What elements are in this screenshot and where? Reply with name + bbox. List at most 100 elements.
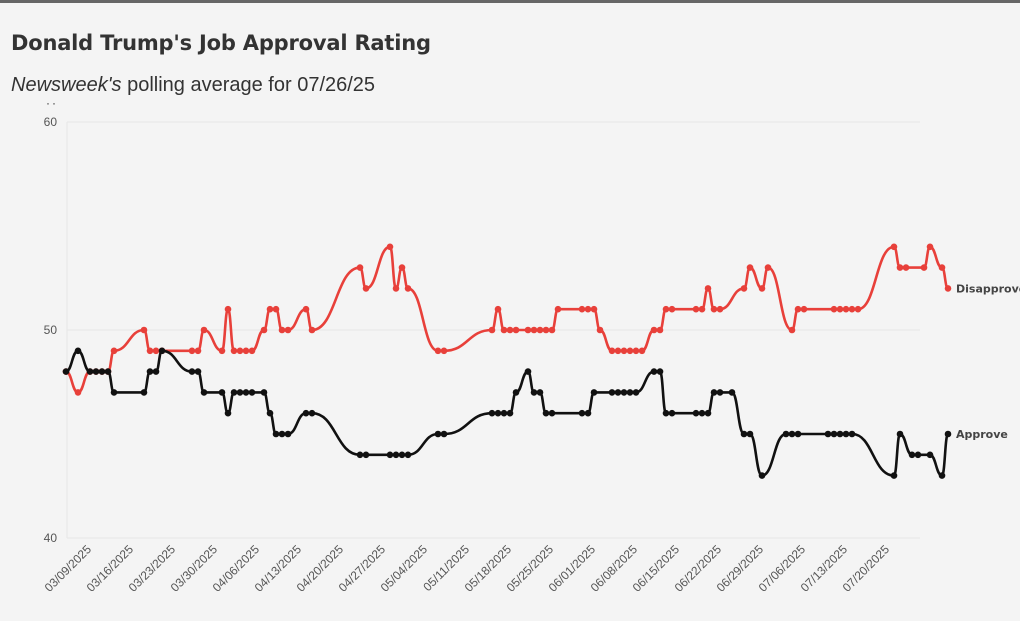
disapprove-point bbox=[278, 326, 286, 334]
subtitle-rest: polling average for 07/26/25 bbox=[121, 74, 376, 96]
approve-point bbox=[188, 368, 196, 375]
approve-point bbox=[608, 389, 616, 396]
approve-point bbox=[506, 409, 514, 417]
approve-point bbox=[914, 451, 922, 459]
disapprove-point bbox=[230, 347, 238, 355]
disapprove-point bbox=[140, 326, 148, 334]
disapprove-point bbox=[188, 347, 196, 355]
approve-point bbox=[656, 368, 664, 375]
approve-point bbox=[848, 430, 856, 438]
approve-point bbox=[434, 430, 442, 438]
approve-point bbox=[386, 451, 394, 459]
approve-point bbox=[794, 430, 802, 438]
approve-point bbox=[104, 368, 112, 375]
disapprove-point bbox=[938, 264, 946, 271]
approve-point bbox=[842, 430, 850, 438]
series-group: Disapprove Approve bbox=[62, 243, 1020, 479]
approve-point bbox=[278, 430, 286, 438]
disapprove-point bbox=[74, 389, 82, 396]
disapprove-point bbox=[488, 326, 496, 334]
disapprove-point bbox=[584, 305, 592, 313]
approve-point bbox=[584, 409, 592, 417]
approve-point bbox=[590, 389, 598, 396]
disapprove-point bbox=[530, 326, 538, 334]
disapprove-point bbox=[920, 264, 928, 271]
disapprove-point bbox=[656, 326, 664, 334]
approve-point bbox=[542, 409, 550, 417]
approve-point bbox=[194, 368, 202, 375]
disapprove-point bbox=[836, 305, 844, 313]
approve-point bbox=[266, 409, 274, 417]
approve-point bbox=[938, 472, 946, 479]
approve-point bbox=[236, 389, 244, 396]
disapprove-point bbox=[650, 326, 658, 334]
disapprove-point bbox=[746, 264, 754, 271]
approve-point bbox=[692, 409, 700, 417]
y-tick-label-50: 50 bbox=[44, 323, 58, 337]
disapprove-point bbox=[506, 326, 514, 334]
disapprove-point bbox=[800, 305, 808, 313]
approve-point bbox=[146, 368, 154, 375]
approve-point bbox=[302, 409, 310, 417]
approve-point bbox=[284, 430, 292, 438]
ellipsis-icon: ·· bbox=[46, 96, 58, 110]
approve-point bbox=[404, 451, 412, 459]
approve-series-label: Approve bbox=[956, 428, 1008, 441]
approve-point bbox=[740, 430, 748, 438]
disapprove-point bbox=[596, 326, 604, 334]
approve-point bbox=[548, 409, 556, 417]
approve-point bbox=[704, 409, 712, 417]
disapprove-point bbox=[764, 264, 772, 271]
disapprove-point bbox=[740, 285, 748, 292]
approve-point bbox=[218, 389, 226, 396]
disapprove-point bbox=[308, 326, 316, 334]
approve-point bbox=[530, 389, 538, 396]
approve-point bbox=[398, 451, 406, 459]
disapprove-point bbox=[494, 305, 502, 313]
approve-point bbox=[392, 451, 400, 459]
disapprove-point bbox=[716, 305, 724, 313]
disapprove-point bbox=[548, 326, 556, 334]
disapprove-point bbox=[830, 305, 838, 313]
disapprove-point bbox=[386, 243, 394, 251]
approve-point bbox=[662, 409, 670, 417]
disapprove-point bbox=[524, 326, 532, 334]
approve-point bbox=[944, 430, 952, 438]
approve-point bbox=[140, 389, 148, 396]
approve-point bbox=[500, 409, 508, 417]
approve-point bbox=[308, 409, 316, 417]
disapprove-point bbox=[848, 305, 856, 313]
disapprove-point bbox=[794, 305, 802, 313]
approve-point bbox=[92, 368, 100, 375]
disapprove-point bbox=[662, 305, 670, 313]
approve-point bbox=[362, 451, 370, 459]
approve-point bbox=[260, 389, 268, 396]
disapprove-point bbox=[638, 347, 646, 355]
disapprove-point bbox=[200, 326, 208, 334]
disapprove-point bbox=[512, 326, 520, 334]
approve-point bbox=[152, 368, 160, 375]
approve-point bbox=[74, 347, 82, 355]
disapprove-point bbox=[542, 326, 550, 334]
disapprove-point bbox=[434, 347, 442, 355]
disapprove-point bbox=[110, 347, 118, 355]
disapprove-point bbox=[266, 305, 274, 313]
approve-point bbox=[158, 347, 166, 355]
approve-point bbox=[650, 368, 658, 375]
disapprove-point bbox=[704, 285, 712, 292]
disapprove-point bbox=[698, 305, 706, 313]
y-axis: 40 50 60 bbox=[44, 115, 58, 545]
approve-point bbox=[926, 451, 934, 459]
disapprove-point bbox=[272, 305, 280, 313]
disapprove-point bbox=[554, 305, 562, 313]
approve-point bbox=[830, 430, 838, 438]
disapprove-point bbox=[404, 285, 412, 292]
disapprove-point bbox=[620, 347, 628, 355]
approve-point bbox=[578, 409, 586, 417]
approve-point bbox=[242, 389, 250, 396]
disapprove-point bbox=[788, 326, 796, 334]
top-border bbox=[0, 0, 1020, 3]
approve-point bbox=[488, 409, 496, 417]
disapprove-point bbox=[194, 347, 202, 355]
